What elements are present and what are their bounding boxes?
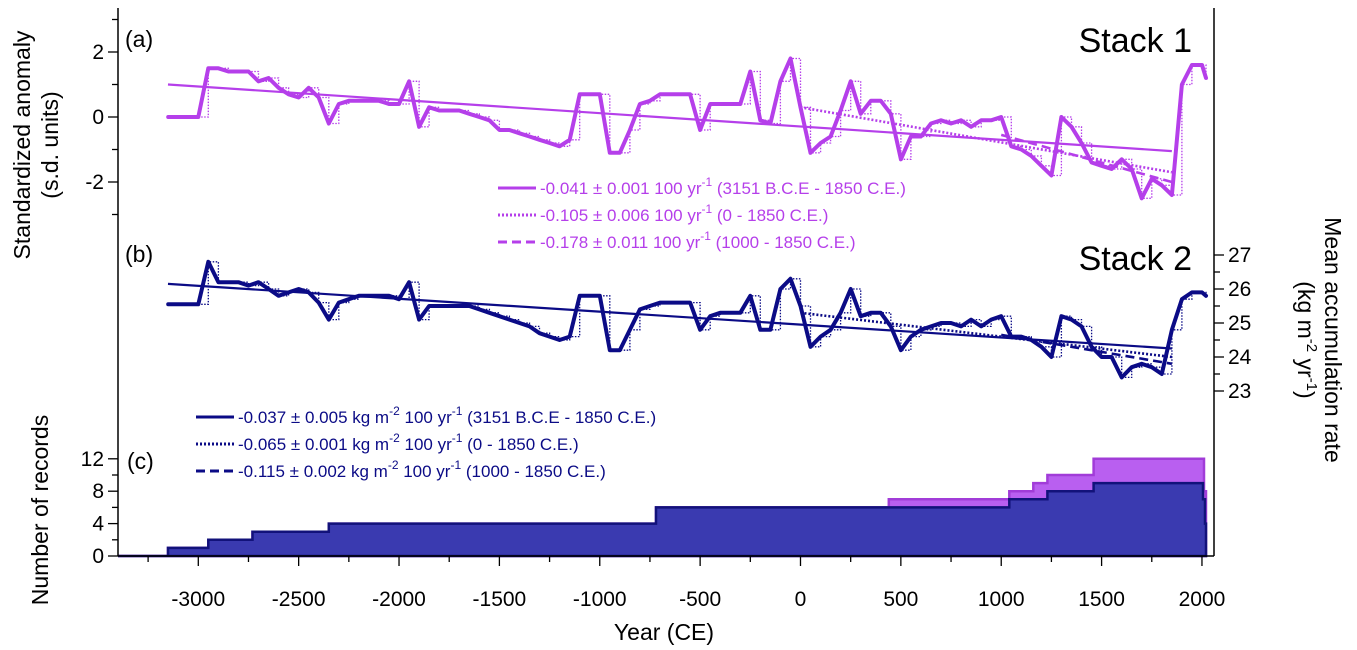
- axis-title-a-line2: (s.d. units): [37, 91, 63, 198]
- stack1-trend-solid: [167, 83, 1172, 153]
- stack1-legend-label-dotted: -0.105 ± 0.006 100 yr-1 (0 - 1850 C.E.): [540, 202, 828, 225]
- x-tick-label: 0: [795, 588, 807, 611]
- x-tick-label: -1000: [573, 588, 627, 611]
- stack2-trend-dashed: [1001, 333, 1173, 366]
- panel-a-plot: [166, 56, 1208, 201]
- y-tick-label-b: 23: [1228, 380, 1251, 403]
- x-tick-label: -500: [679, 588, 721, 611]
- y-tick-label-a: 0: [92, 106, 104, 129]
- y-tick-label-c: 0: [92, 545, 104, 568]
- y-tick-label-c: 8: [92, 480, 104, 503]
- axes: -2 0 2 23 24 25 26 27 0 4 8 12 -3000 -2500 -2000 -1500 -…: [81, 8, 1252, 611]
- stack2-legend-label-dotted: -0.065 ± 0.001 kg m-2 100 yr-1 (0 - 1850…: [238, 431, 579, 454]
- panel-b-plot: [166, 259, 1208, 380]
- stack-1-title: Stack 1: [1079, 22, 1192, 60]
- x-tick-label: 500: [883, 588, 918, 611]
- x-tick-label: 1500: [1078, 588, 1125, 611]
- panel-a-label: (a): [125, 26, 153, 52]
- y-tick-label-a: 2: [92, 41, 104, 64]
- y-tick-label-b: 24: [1228, 346, 1252, 369]
- x-tick-label: -2500: [272, 588, 326, 611]
- panel-c-plot: [118, 457, 1208, 558]
- x-tick-label: 2000: [1179, 588, 1226, 611]
- x-tick-label: -3000: [171, 588, 225, 611]
- axis-title-b-line2: (kg m-2 yr-1): [1293, 281, 1320, 398]
- x-tick-label: -2000: [372, 588, 426, 611]
- stack2-smoothed-series: [166, 259, 1208, 380]
- stack1-legend-label-solid: -0.041 ± 0.001 100 yr-1 (3151 B.C.E - 18…: [540, 175, 906, 198]
- y-tick-label-c: 4: [92, 513, 104, 536]
- y-tick-label-b: 25: [1228, 312, 1251, 335]
- panel-c-label: (c): [127, 448, 154, 474]
- y-tick-label-c: 12: [81, 448, 104, 471]
- axis-title-c: Number of records: [27, 415, 53, 605]
- stack2-legend-label-dashed: -0.115 ± 0.002 kg m-2 100 yr-1 (1000 - 1…: [238, 458, 606, 481]
- y-tick-label-a: -2: [85, 171, 104, 194]
- y-tick-label-b: 27: [1228, 244, 1251, 267]
- panel-b-label: (b): [125, 241, 153, 267]
- legends: -0.041 ± 0.001 100 yr-1 (3151 B.C.E - 18…: [196, 175, 906, 481]
- stack-2-title: Stack 2: [1079, 240, 1192, 278]
- x-tick-label: -1500: [473, 588, 527, 611]
- stack2-legend-label-solid: -0.037 ± 0.005 kg m-2 100 yr-1 (3151 B.C…: [238, 404, 656, 427]
- stack1-raw-series: [168, 57, 1207, 199]
- axis-title-a-line1: Standardized anomaly: [9, 30, 35, 259]
- y-tick-label-b: 26: [1228, 278, 1251, 301]
- records-area-stack2: [118, 481, 1208, 558]
- stack2-trend-dotted: [800, 311, 1173, 359]
- stack1-trend-dashed: [1000, 133, 1173, 184]
- stack1-trend-dotted: [800, 105, 1173, 174]
- stack2-raw-series: [168, 261, 1207, 379]
- stack1-legend-label-dashed: -0.178 ± 0.011 100 yr-1 (1000 - 1850 C.E…: [540, 229, 855, 252]
- axis-title-b-line1: Mean accumulation rate: [1320, 217, 1346, 462]
- stack1-smoothed-series: [166, 56, 1208, 201]
- x-axis-title: Year (CE): [614, 619, 714, 645]
- x-tick-label: 1000: [978, 588, 1025, 611]
